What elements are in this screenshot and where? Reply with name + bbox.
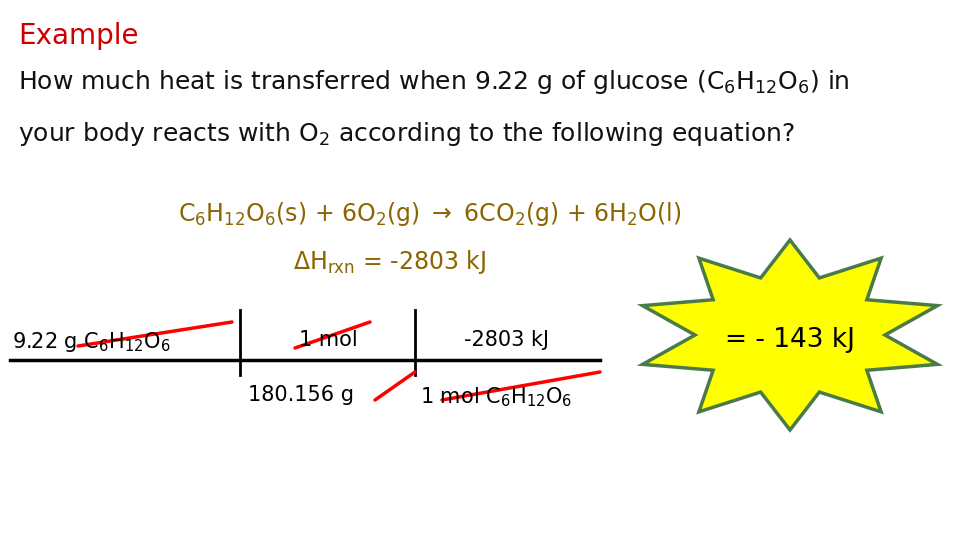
Text: $\Delta$H$_\mathrm{rxn}$ = -2803 kJ: $\Delta$H$_\mathrm{rxn}$ = -2803 kJ	[294, 248, 487, 276]
Text: = - 143 kJ: = - 143 kJ	[725, 327, 855, 353]
Text: C$_6$H$_{12}$O$_6$(s) + 6O$_2$(g) $\rightarrow$ 6CO$_2$(g) + 6H$_2$O(l): C$_6$H$_{12}$O$_6$(s) + 6O$_2$(g) $\righ…	[179, 200, 682, 228]
Polygon shape	[642, 240, 937, 430]
Text: 180.156 g: 180.156 g	[248, 385, 354, 405]
Text: 9.22 g C$_6$H$_{12}$O$_6$: 9.22 g C$_6$H$_{12}$O$_6$	[12, 330, 171, 354]
Text: 1 mol: 1 mol	[299, 330, 357, 350]
Text: your body reacts with O$_2$ according to the following equation?: your body reacts with O$_2$ according to…	[18, 120, 795, 148]
Text: -2803 kJ: -2803 kJ	[465, 330, 549, 350]
Text: Example: Example	[18, 22, 138, 50]
Text: How much heat is transferred when 9.22 g of glucose (C$_6$H$_{12}$O$_6$) in: How much heat is transferred when 9.22 g…	[18, 68, 850, 96]
Text: 1 mol C$_6$H$_{12}$O$_6$: 1 mol C$_6$H$_{12}$O$_6$	[420, 385, 572, 409]
